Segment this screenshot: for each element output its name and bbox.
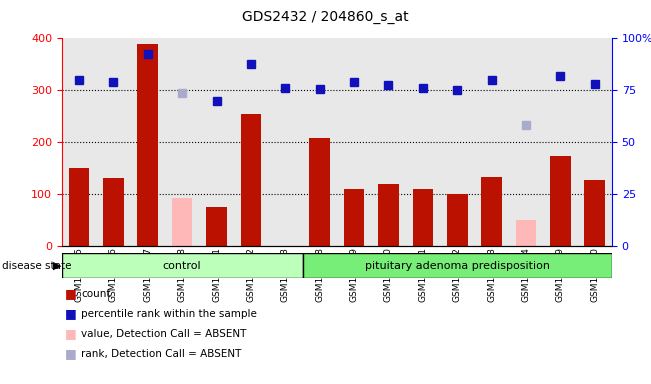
Bar	[103, 178, 124, 246]
Bar	[69, 168, 89, 246]
Text: GDS2432 / 204860_s_at: GDS2432 / 204860_s_at	[242, 10, 409, 23]
Text: ▶: ▶	[53, 261, 62, 271]
Bar	[206, 207, 227, 246]
Bar	[378, 184, 399, 246]
Bar	[516, 220, 536, 246]
Text: count: count	[81, 289, 111, 299]
Text: ■: ■	[65, 287, 77, 300]
Text: percentile rank within the sample: percentile rank within the sample	[81, 309, 257, 319]
Bar	[344, 189, 365, 246]
Bar	[62, 253, 303, 278]
Text: ■: ■	[65, 347, 77, 360]
Text: control: control	[163, 261, 202, 271]
Bar	[413, 189, 433, 246]
Bar	[309, 139, 330, 246]
Bar	[137, 43, 158, 246]
Text: ■: ■	[65, 327, 77, 340]
Text: pituitary adenoma predisposition: pituitary adenoma predisposition	[365, 261, 549, 271]
Text: value, Detection Call = ABSENT: value, Detection Call = ABSENT	[81, 329, 247, 339]
Bar	[481, 177, 502, 246]
Bar	[447, 194, 467, 246]
Bar	[550, 156, 571, 246]
Text: disease state: disease state	[2, 261, 72, 271]
Bar	[241, 114, 261, 246]
Text: rank, Detection Call = ABSENT: rank, Detection Call = ABSENT	[81, 349, 242, 359]
Bar	[585, 180, 605, 246]
Bar	[303, 253, 612, 278]
Bar	[172, 197, 193, 246]
Text: ■: ■	[65, 307, 77, 320]
